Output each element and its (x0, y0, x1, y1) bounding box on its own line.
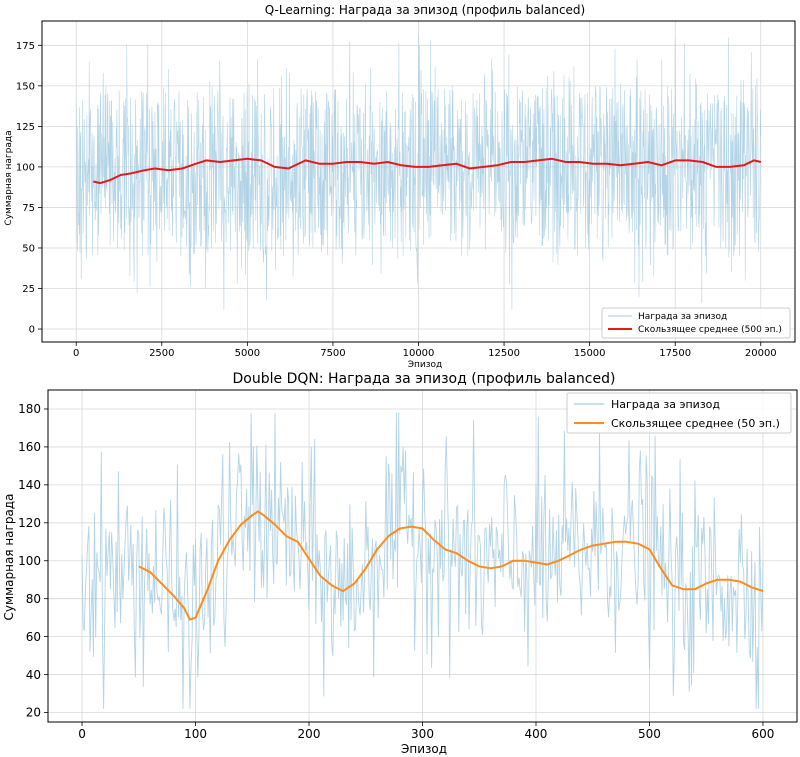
double-dqn-ticks: 0 100 200 300 400 500 600 20 40 60 80 100 120 140 160 1… (18, 402, 774, 741)
y-tick-label: 180 (18, 402, 41, 416)
y-tick-label: 175 (16, 41, 35, 52)
y-tick-label: 75 (22, 203, 35, 214)
q-learning-legend-avg-label: Скользящее среднее (500 эп.) (638, 325, 782, 335)
double-dqn-xlabel: Эпизод (401, 742, 447, 756)
x-tick-label: 12500 (488, 348, 520, 359)
q-learning-ylabel: Суммарная награда (4, 130, 14, 225)
y-tick-label: 20 (26, 706, 41, 720)
y-tick-label: 120 (18, 516, 41, 530)
y-tick-label: 0 (29, 325, 35, 336)
q-learning-xlabel: Эпизод (408, 360, 443, 370)
raw-reward-line (81, 412, 764, 709)
y-tick-label: 60 (26, 630, 41, 644)
double-dqn-ylabel: Суммарная награда (2, 494, 16, 621)
x-tick-label: 0 (73, 348, 79, 359)
q-learning-chart: Q-Learning: Награда за эпизод (профиль b… (4, 3, 796, 370)
double-dqn-legend: Награда за эпизод Скользящее среднее (50… (566, 392, 792, 434)
moving-average-line (138, 510, 764, 621)
double-dqn-legend-box (566, 392, 792, 434)
moving-average-line (93, 157, 762, 185)
x-tick-label: 17500 (659, 348, 691, 359)
x-tick-label: 20000 (745, 348, 777, 359)
x-tick-label: 2500 (149, 348, 174, 359)
y-tick-label: 100 (16, 162, 35, 173)
double-dqn-chart: Double DQN: Награда за эпизод (профиль b… (2, 371, 798, 756)
raw-reward-line (75, 34, 762, 310)
double-dqn-legend-avg-label: Скользящее среднее (50 эп.) (611, 417, 780, 430)
y-tick-label: 125 (16, 122, 35, 133)
double-dqn-raw-series (81, 412, 764, 709)
y-tick-label: 140 (18, 478, 41, 492)
double-dqn-grid (48, 390, 797, 722)
x-tick-label: 10000 (403, 348, 435, 359)
q-learning-ticks: 0 2500 5000 7500 10000 12500 15000 17500 20000 0 2… (16, 41, 777, 359)
x-tick-label: 7500 (320, 348, 345, 359)
x-tick-label: 300 (411, 727, 434, 741)
q-learning-title: Q-Learning: Награда за эпизод (профиль b… (265, 3, 585, 17)
y-tick-label: 50 (22, 243, 35, 254)
q-learning-legend-raw-label: Награда за эпизод (638, 312, 727, 322)
y-tick-label: 25 (22, 284, 35, 295)
q-learning-legend: Награда за эпизод Скользящее среднее (50… (601, 307, 791, 339)
q-learning-moving-average (93, 157, 762, 185)
x-tick-label: 500 (638, 727, 661, 741)
double-dqn-moving-average (138, 510, 764, 621)
double-dqn-title: Double DQN: Награда за эпизод (профиль b… (233, 371, 616, 387)
x-tick-label: 400 (525, 727, 548, 741)
y-tick-label: 160 (18, 440, 41, 454)
q-learning-legend-box (601, 307, 791, 339)
y-tick-label: 100 (18, 554, 41, 568)
x-tick-label: 200 (298, 727, 321, 741)
q-learning-raw-series (75, 34, 762, 310)
x-tick-label: 15000 (574, 348, 606, 359)
x-tick-label: 600 (752, 727, 775, 741)
y-tick-label: 80 (26, 592, 41, 606)
double-dqn-legend-raw-label: Награда за эпизод (611, 398, 720, 411)
y-tick-label: 150 (16, 81, 35, 92)
x-tick-label: 100 (184, 727, 207, 741)
x-tick-label: 5000 (235, 348, 260, 359)
x-tick-label: 0 (78, 727, 86, 741)
y-tick-label: 40 (26, 668, 41, 682)
